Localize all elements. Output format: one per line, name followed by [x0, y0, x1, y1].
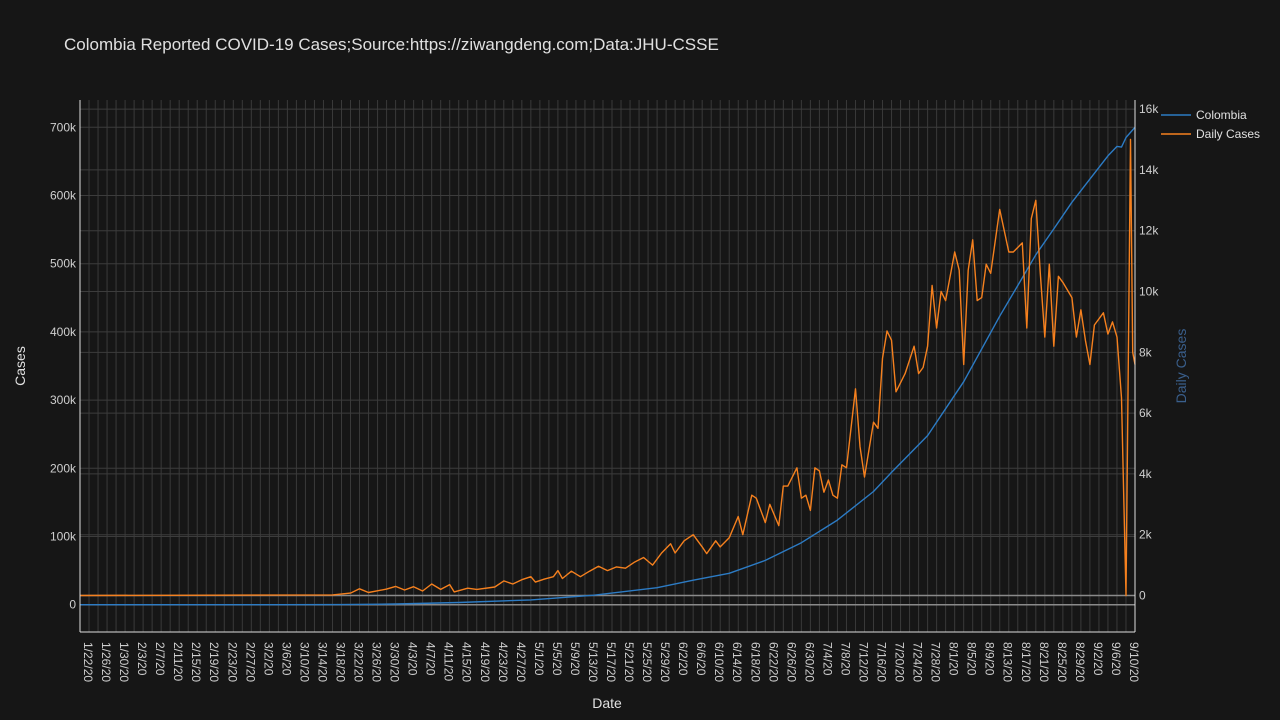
x-tick-label: 5/29/20 [658, 642, 672, 682]
y-right-tick-label: 2k [1139, 528, 1153, 542]
x-tick-label: 2/27/20 [243, 642, 257, 682]
chart-title: Colombia Reported COVID-19 Cases;Source:… [64, 35, 719, 54]
y-left-tick-label: 100k [50, 530, 77, 544]
x-tick-label: 5/21/20 [622, 642, 636, 682]
x-tick-label: 6/18/20 [748, 642, 762, 682]
y-right-tick-label: 12k [1139, 224, 1159, 238]
y-axis-right-ticks: 0 2k 4k 6k 8k 10k 12k 14k 16k [1139, 102, 1159, 602]
x-tick-label: 4/23/20 [496, 642, 510, 682]
y-right-tick-label: 6k [1139, 406, 1153, 420]
y-axis-right-title: Daily Cases [1173, 329, 1189, 404]
x-tick-label: 2/11/20 [171, 642, 185, 681]
y-right-tick-label: 16k [1139, 102, 1159, 116]
x-tick-label: 5/9/20 [568, 642, 582, 676]
y-right-tick-label: 10k [1139, 285, 1159, 299]
x-tick-label: 5/5/20 [550, 642, 564, 676]
x-tick-label: 1/22/20 [81, 642, 95, 682]
x-tick-label: 4/27/20 [514, 642, 528, 682]
x-tick-label: 4/19/20 [478, 642, 492, 682]
legend-label-daily-cases: Daily Cases [1196, 127, 1260, 141]
x-tick-label: 2/3/20 [135, 642, 149, 676]
x-tick-label: 1/26/20 [99, 642, 113, 682]
x-tick-label: 6/14/20 [730, 642, 744, 682]
x-tick-label: 3/26/20 [370, 642, 384, 682]
x-tick-label: 7/20/20 [893, 642, 907, 682]
zero-lines [80, 594, 1135, 606]
legend: Colombia Daily Cases [1161, 108, 1260, 141]
x-tick-label: 1/30/20 [117, 642, 131, 682]
x-tick-label: 8/17/20 [1019, 642, 1033, 682]
x-tick-label: 3/22/20 [352, 642, 366, 682]
x-axis-ticks: 1/22/20 1/26/20 1/30/20 2/3/20 2/7/20 2/11/20… [81, 642, 1141, 682]
x-tick-label: 7/24/20 [911, 642, 925, 682]
x-tick-label: 3/2/20 [261, 642, 275, 676]
x-tick-label: 7/4/20 [820, 642, 834, 676]
x-tick-label: 6/6/20 [694, 642, 708, 676]
y-right-tick-label: 8k [1139, 345, 1153, 359]
axes [79, 100, 1136, 633]
x-tick-label: 5/25/20 [640, 642, 654, 682]
y-axis-left-title: Cases [12, 346, 28, 386]
x-tick-label: 8/21/20 [1037, 642, 1051, 682]
x-tick-label: 6/26/20 [784, 642, 798, 682]
x-tick-label: 8/13/20 [1001, 642, 1015, 682]
x-tick-label: 7/16/20 [875, 642, 889, 682]
x-tick-label: 2/19/20 [207, 642, 221, 682]
y-left-tick-label: 600k [50, 188, 77, 202]
x-tick-label: 3/14/20 [315, 642, 329, 682]
x-tick-label: 2/23/20 [225, 642, 239, 682]
x-tick-label: 4/15/20 [460, 642, 474, 682]
x-tick-label: 6/22/20 [766, 642, 780, 682]
x-tick-label: 3/6/20 [279, 642, 293, 676]
x-tick-label: 3/30/20 [388, 642, 402, 682]
x-tick-label: 8/1/20 [947, 642, 961, 676]
x-tick-label: 7/8/20 [838, 642, 852, 676]
x-tick-label: 5/13/20 [586, 642, 600, 682]
x-tick-label: 8/9/20 [983, 642, 997, 676]
y-right-tick-label: 4k [1139, 467, 1153, 481]
x-tick-label: 8/5/20 [965, 642, 979, 676]
y-right-tick-label: 0 [1139, 589, 1146, 603]
y-left-tick-label: 700k [50, 120, 77, 134]
x-tick-label: 2/15/20 [189, 642, 203, 682]
y-axis-left-ticks: 0 100k 200k 300k 400k 500k 600k 700k [50, 120, 77, 611]
x-tick-label: 6/30/20 [802, 642, 816, 682]
x-tick-label: 8/25/20 [1055, 642, 1069, 682]
y-left-tick-label: 500k [50, 257, 77, 271]
x-tick-label: 4/7/20 [424, 642, 438, 676]
y-left-tick-label: 200k [50, 461, 77, 475]
x-tick-label: 2/7/20 [153, 642, 167, 676]
x-tick-label: 7/28/20 [929, 642, 943, 682]
series-line-colombia [80, 126, 1136, 606]
x-tick-label: 3/18/20 [333, 642, 347, 682]
x-tick-label: 4/11/20 [442, 642, 456, 681]
x-tick-label: 5/1/20 [532, 642, 546, 676]
x-tick-label: 9/2/20 [1091, 642, 1105, 676]
x-tick-label: 8/29/20 [1073, 642, 1087, 682]
x-tick-label: 9/6/20 [1109, 642, 1123, 676]
x-tick-label: 7/12/20 [856, 642, 870, 682]
x-tick-label: 9/10/20 [1127, 642, 1141, 682]
x-tick-label: 5/17/20 [604, 642, 618, 682]
x-tick-label: 3/10/20 [297, 642, 311, 682]
series-line-daily-cases [79, 138, 1136, 597]
x-tick-label: 4/3/20 [406, 642, 420, 676]
x-tick-label: 6/2/20 [676, 642, 690, 676]
series-layer [79, 126, 1136, 606]
y-left-tick-label: 300k [50, 393, 77, 407]
x-tick-label: 6/10/20 [712, 642, 726, 682]
y-left-tick-label: 0 [69, 598, 76, 612]
legend-label-colombia: Colombia [1196, 108, 1247, 122]
y-left-tick-label: 400k [50, 325, 77, 339]
x-axis-title: Date [592, 695, 622, 711]
y-right-tick-label: 14k [1139, 163, 1159, 177]
grid-lines [79, 100, 1136, 632]
